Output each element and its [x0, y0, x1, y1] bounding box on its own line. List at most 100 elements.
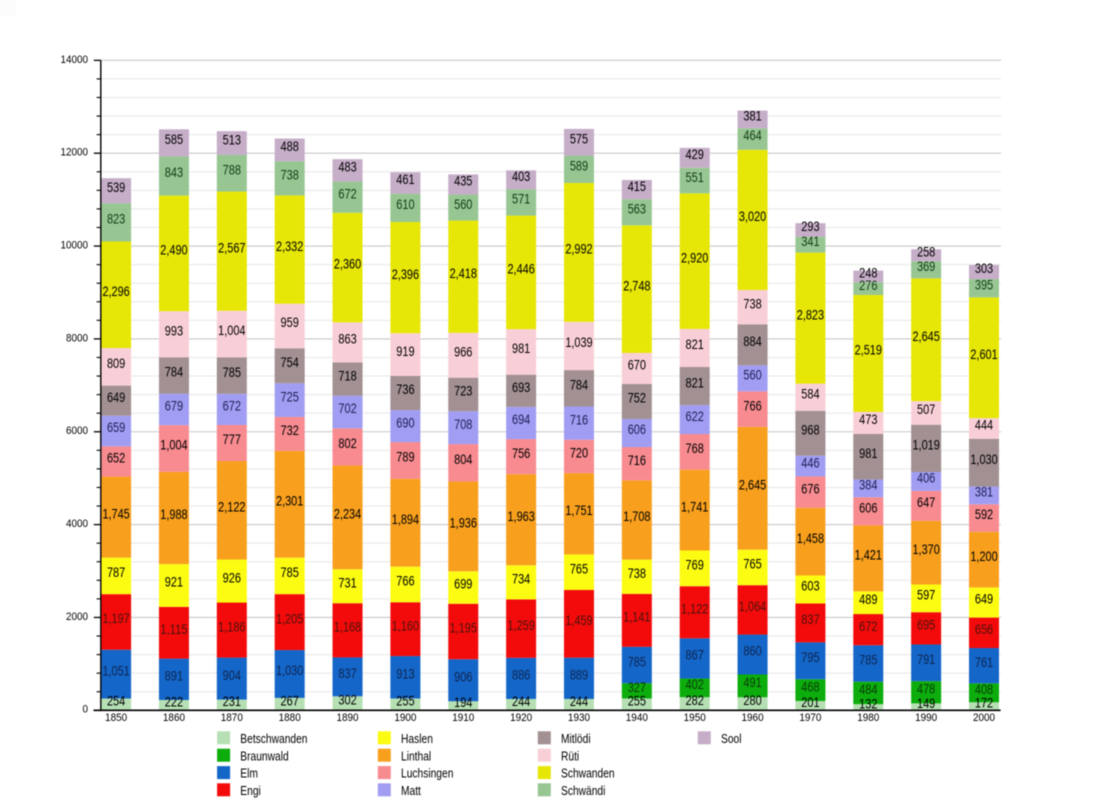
svg-text:610: 610 — [396, 197, 415, 212]
svg-text:Elm: Elm — [240, 767, 258, 781]
svg-text:732: 732 — [281, 423, 299, 438]
svg-text:906: 906 — [454, 669, 473, 684]
svg-text:716: 716 — [628, 453, 647, 468]
svg-text:Schwanden: Schwanden — [561, 767, 615, 781]
svg-text:823: 823 — [107, 212, 126, 227]
svg-text:2,567: 2,567 — [218, 240, 245, 255]
svg-text:1,745: 1,745 — [102, 506, 130, 521]
svg-text:1,122: 1,122 — [681, 601, 708, 616]
svg-text:1,458: 1,458 — [797, 531, 825, 546]
svg-text:222: 222 — [165, 694, 183, 709]
svg-text:408: 408 — [975, 682, 994, 697]
svg-text:575: 575 — [570, 131, 589, 146]
svg-text:649: 649 — [107, 390, 125, 405]
svg-text:6000: 6000 — [66, 425, 88, 437]
svg-text:402: 402 — [686, 677, 704, 692]
svg-text:1,039: 1,039 — [565, 335, 592, 350]
svg-text:716: 716 — [570, 412, 589, 427]
svg-text:1890: 1890 — [336, 712, 358, 724]
svg-text:795: 795 — [801, 650, 820, 665]
svg-text:2000: 2000 — [973, 712, 995, 724]
svg-text:919: 919 — [396, 344, 414, 359]
svg-text:1,259: 1,259 — [507, 618, 534, 633]
svg-text:1910: 1910 — [452, 712, 474, 724]
svg-text:491: 491 — [743, 675, 761, 690]
svg-text:231: 231 — [223, 694, 241, 709]
svg-text:446: 446 — [801, 455, 820, 470]
svg-text:584: 584 — [801, 386, 820, 401]
svg-text:652: 652 — [107, 451, 125, 466]
svg-text:659: 659 — [107, 420, 125, 435]
svg-text:761: 761 — [975, 655, 993, 670]
svg-text:1860: 1860 — [163, 712, 185, 724]
svg-text:Haslen: Haslen — [401, 732, 433, 746]
svg-text:702: 702 — [338, 401, 356, 416]
svg-text:694: 694 — [512, 412, 531, 427]
svg-text:597: 597 — [917, 588, 935, 603]
svg-text:571: 571 — [512, 192, 530, 207]
svg-text:201: 201 — [801, 695, 819, 710]
svg-text:395: 395 — [975, 277, 994, 292]
svg-text:473: 473 — [859, 412, 878, 427]
svg-text:1,030: 1,030 — [970, 452, 998, 467]
svg-text:785: 785 — [223, 365, 242, 380]
svg-text:966: 966 — [454, 344, 473, 359]
svg-text:1,160: 1,160 — [392, 618, 420, 633]
svg-text:1,421: 1,421 — [855, 548, 882, 563]
svg-text:8000: 8000 — [66, 332, 88, 344]
svg-text:341: 341 — [801, 234, 819, 249]
svg-text:563: 563 — [628, 201, 647, 216]
svg-text:837: 837 — [338, 666, 356, 681]
svg-text:381: 381 — [743, 109, 761, 124]
svg-text:2,645: 2,645 — [912, 329, 940, 344]
svg-text:3,020: 3,020 — [739, 209, 767, 224]
svg-text:1980: 1980 — [857, 712, 879, 724]
svg-text:2,823: 2,823 — [797, 307, 825, 322]
svg-text:1950: 1950 — [684, 712, 706, 724]
svg-text:Braunwald: Braunwald — [240, 749, 288, 763]
svg-text:468: 468 — [801, 679, 820, 694]
svg-text:670: 670 — [628, 358, 647, 373]
svg-text:867: 867 — [686, 648, 704, 663]
svg-text:Matt: Matt — [401, 784, 421, 798]
svg-text:768: 768 — [686, 441, 705, 456]
svg-text:1,004: 1,004 — [218, 323, 246, 338]
svg-text:1,195: 1,195 — [450, 621, 478, 636]
svg-text:731: 731 — [338, 575, 356, 590]
svg-text:791: 791 — [917, 652, 935, 667]
svg-text:821: 821 — [686, 337, 704, 352]
svg-text:1900: 1900 — [394, 712, 416, 724]
svg-text:2,332: 2,332 — [276, 239, 303, 254]
svg-text:1960: 1960 — [742, 712, 764, 724]
svg-text:649: 649 — [975, 592, 993, 607]
svg-text:464: 464 — [743, 128, 762, 143]
svg-text:1,186: 1,186 — [218, 619, 246, 634]
svg-text:172: 172 — [975, 696, 993, 711]
svg-text:2,490: 2,490 — [160, 243, 188, 258]
svg-text:1,030: 1,030 — [276, 663, 304, 678]
svg-text:Mitlödi: Mitlödi — [561, 732, 591, 746]
svg-text:1,459: 1,459 — [565, 613, 592, 628]
svg-text:381: 381 — [975, 485, 993, 500]
svg-text:656: 656 — [975, 622, 994, 637]
svg-text:585: 585 — [165, 132, 184, 147]
svg-text:1,751: 1,751 — [565, 503, 592, 518]
svg-text:1,963: 1,963 — [507, 509, 535, 524]
svg-text:Rüti: Rüti — [561, 749, 579, 763]
svg-text:302: 302 — [338, 692, 356, 707]
svg-text:2,418: 2,418 — [450, 266, 478, 281]
svg-text:647: 647 — [917, 495, 935, 510]
svg-text:1,741: 1,741 — [681, 499, 708, 514]
svg-text:1850: 1850 — [105, 712, 127, 724]
svg-text:560: 560 — [743, 368, 762, 383]
svg-text:1920: 1920 — [510, 712, 532, 724]
svg-text:981: 981 — [859, 446, 877, 461]
svg-text:461: 461 — [396, 172, 414, 187]
svg-text:766: 766 — [396, 574, 415, 589]
svg-text:789: 789 — [396, 450, 414, 465]
svg-text:1,064: 1,064 — [739, 599, 767, 614]
svg-text:603: 603 — [801, 579, 820, 594]
svg-text:720: 720 — [570, 446, 589, 461]
svg-text:Linthal: Linthal — [401, 749, 431, 763]
svg-text:2,601: 2,601 — [970, 347, 997, 362]
